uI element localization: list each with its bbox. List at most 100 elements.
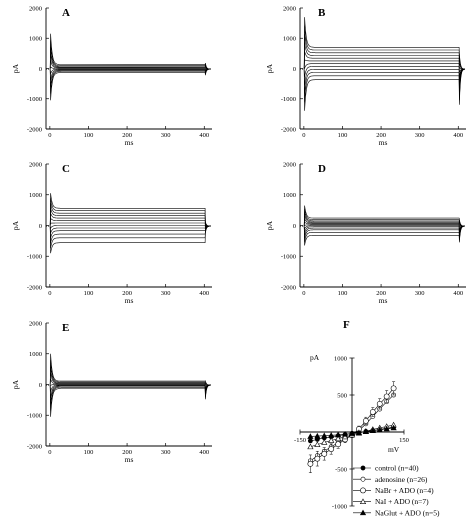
legend-label: NaI + ADO (n=7) [375,497,429,506]
x-tick-label: 300 [161,449,171,456]
y-axis-label: pA [11,220,20,230]
y-tick-label: -1000 [27,254,42,261]
x-tick-label: 0 [302,290,305,297]
y-axis-label: pA [265,220,274,230]
data-point [328,432,335,438]
data-point [335,431,342,438]
current-trace [303,17,466,70]
y-tick-label: 1000 [283,192,296,199]
data-point [321,432,328,439]
x-tick-label: 400 [199,132,209,139]
current-trace [49,384,211,411]
current-trace [49,384,211,417]
x-tick-label: 300 [161,290,171,297]
x-tick-label: 0 [48,449,51,456]
x-tick-label: 100 [338,132,348,139]
panel-E: 2000 1000 0 -1000 -2000 0 100 200 300 400 ms pA E [11,320,212,464]
y-tick-label: 0 [39,382,42,389]
current-trace [49,193,211,227]
x-axis-label: ms [125,455,134,464]
data-point [314,432,321,439]
y-tick-label: 2000 [29,161,42,168]
x-tick-label: 0 [302,132,305,139]
y-tick-label: -2000 [281,126,296,133]
current-trace [49,225,211,234]
data-point [307,460,314,467]
legend-label: adenosine (n=26) [375,475,428,484]
x-tick-label: 400 [199,290,209,297]
x-axis-label: ms [379,296,388,305]
x-tick-label: 400 [453,132,463,139]
current-trace [49,225,211,249]
current-trace [303,68,466,96]
data-point [359,498,367,504]
panel-letter: B [318,7,326,19]
y-tick-label: 2000 [29,5,42,12]
current-trace [303,225,465,243]
y-tick-label: 2000 [283,5,296,12]
x-tick-label: 400 [199,449,209,456]
data-point [390,424,397,431]
y-axis-label: pA [11,63,20,73]
y-tick-label: -1000 [27,96,42,103]
current-trace [49,225,211,244]
x-tick-label: -150 [294,437,306,444]
x-tick-label: 0 [48,290,51,297]
y-tick-label: -2000 [27,443,42,450]
y-tick-label: -2000 [27,284,42,291]
data-point [341,431,349,437]
data-point [348,430,356,436]
y-tick-label: -1000 [281,96,296,103]
x-tick-label: 400 [453,290,463,297]
current-trace [49,213,211,227]
current-trace [49,384,212,398]
legend-label: NaBr + ADO (n=4) [375,486,434,495]
panel-B: 2000 1000 0 -1000 -2000 0 100 200 300 400 ms pA B [265,5,466,147]
panel-D: 2000 1000 0 -1000 -2000 0 100 200 300 400 ms pA D [265,161,466,305]
panel-A: 2000 1000 0 -1000 -2000 0 100 200 300 400 ms pA A [11,5,212,147]
x-tick-label: 100 [84,132,94,139]
series-4 [307,424,397,439]
current-trace [303,225,465,246]
x-tick-label: 100 [84,290,94,297]
y-tick-label: -2000 [281,284,296,291]
data-point [390,385,397,392]
current-trace [49,353,211,386]
x-axis-label: ms [125,296,134,305]
data-point [360,465,366,471]
current-trace [49,198,211,227]
y-tick-label: 500 [337,392,347,399]
y-axis-label: pA [310,353,320,362]
x-tick-label: 200 [376,290,386,297]
current-trace [303,59,465,77]
data-point [307,438,313,444]
x-tick-label: 300 [415,290,425,297]
y-tick-label: 1000 [29,351,42,358]
x-tick-label: 150 [399,437,409,444]
x-tick-label: 300 [415,132,425,139]
y-tick-label: -1000 [281,254,296,261]
current-trace [303,68,466,103]
current-trace [303,68,466,111]
current-trace [303,25,466,70]
data-point [335,435,342,442]
y-tick-label: 0 [39,223,42,230]
x-tick-label: 200 [376,132,386,139]
data-point [362,417,369,424]
y-tick-label: -500 [335,466,347,473]
panel-letter: D [318,163,326,175]
panel-C: 2000 1000 0 -1000 -2000 0 100 200 300 400 ms pA C [11,161,212,305]
y-tick-label: 2000 [283,161,296,168]
data-point [335,441,342,448]
legend-label: NaGlut + ADO (n=5) [375,508,440,517]
panel-letter: E [62,322,69,334]
data-point [321,450,328,457]
y-axis-label: pA [11,379,20,389]
y-tick-label: -1000 [332,503,347,510]
data-point [321,439,328,445]
data-point [369,409,376,415]
x-tick-label: 100 [84,449,94,456]
y-tick-label: 0 [293,66,296,73]
x-tick-label: 200 [122,290,132,297]
data-point [383,393,390,400]
